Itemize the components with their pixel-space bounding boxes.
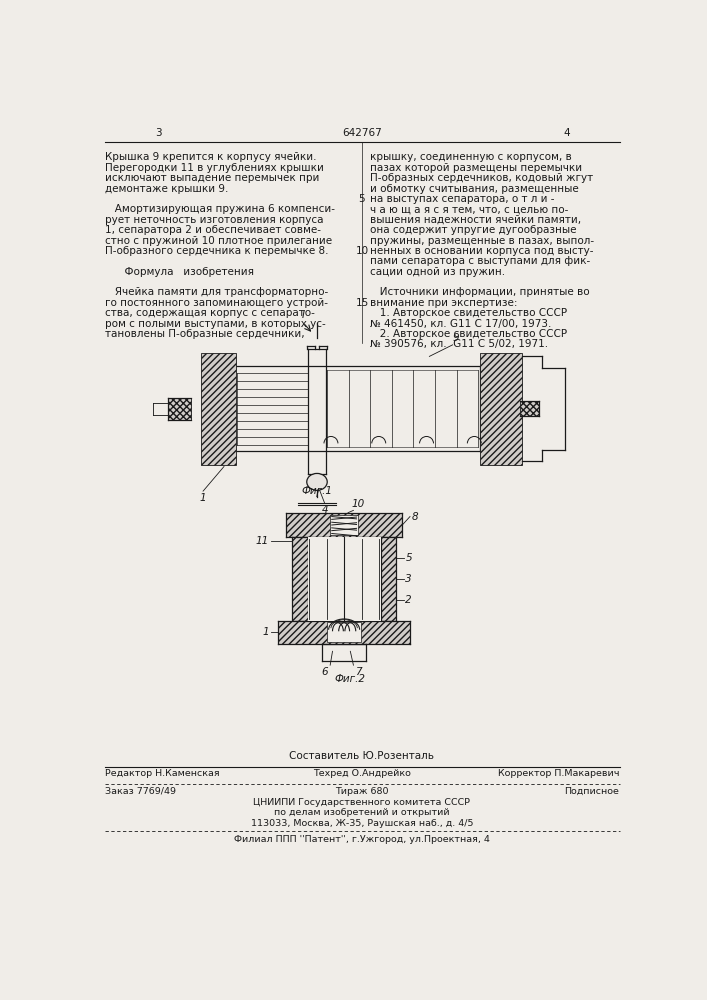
Text: I: I bbox=[315, 489, 318, 499]
Bar bbox=[286, 513, 402, 537]
Text: пружины, размещенные в пазах, выпол-: пружины, размещенные в пазах, выпол- bbox=[370, 235, 594, 245]
Text: № 390576, кл.  G11 C 5/02, 1971.: № 390576, кл. G11 C 5/02, 1971. bbox=[370, 339, 548, 349]
Text: рует неточность изготовления корпуса: рует неточность изготовления корпуса bbox=[105, 215, 324, 225]
Bar bbox=[327, 622, 361, 642]
Text: Тираж 680: Тираж 680 bbox=[335, 787, 389, 796]
Text: 1. Авторское свидетельство СССР: 1. Авторское свидетельство СССР bbox=[370, 308, 567, 318]
Text: 15: 15 bbox=[356, 298, 368, 308]
Text: внимание при экспертизе:: внимание при экспертизе: bbox=[370, 298, 518, 308]
Text: Техред О.Андрейко: Техред О.Андрейко bbox=[313, 769, 411, 778]
Text: 1: 1 bbox=[262, 627, 269, 637]
Text: Ячейка памяти для трансформаторно-: Ячейка памяти для трансформаторно- bbox=[105, 287, 329, 297]
Text: тановлены П-образные сердечники,: тановлены П-образные сердечники, bbox=[105, 329, 305, 339]
Text: 3: 3 bbox=[155, 128, 161, 138]
Text: 5: 5 bbox=[358, 194, 366, 204]
Text: Амортизирующая пружина 6 компенси-: Амортизирующая пружина 6 компенси- bbox=[105, 204, 335, 214]
Text: 1, сепаратора 2 и обеспечивает совме-: 1, сепаратора 2 и обеспечивает совме- bbox=[105, 225, 322, 235]
Bar bbox=[168, 398, 192, 420]
Text: 642767: 642767 bbox=[342, 128, 382, 138]
Text: ненных в основании корпуса под высту-: ненных в основании корпуса под высту- bbox=[370, 246, 593, 256]
Text: 2. Авторское свидетельство СССР: 2. Авторское свидетельство СССР bbox=[370, 329, 567, 339]
Text: П-образных сердечников, кодовый жгут: П-образных сердечников, кодовый жгут bbox=[370, 173, 593, 183]
Text: ром с полыми выступами, в которых ус-: ром с полыми выступами, в которых ус- bbox=[105, 319, 326, 329]
Text: I: I bbox=[302, 310, 305, 320]
Text: ч а ю щ а я с я тем, что, с целью по-: ч а ю щ а я с я тем, что, с целью по- bbox=[370, 204, 568, 214]
Bar bbox=[292, 537, 308, 620]
Text: 7: 7 bbox=[355, 667, 361, 677]
Text: стно с пружиной 10 плотное прилегание: стно с пружиной 10 плотное прилегание bbox=[105, 235, 332, 245]
Text: Формула   изобретения: Формула изобретения bbox=[105, 267, 255, 277]
Text: П-образного сердечника к перемычке 8.: П-образного сердечника к перемычке 8. bbox=[105, 246, 329, 256]
Text: Источники информации, принятые во: Источники информации, принятые во bbox=[370, 287, 590, 297]
Text: 4: 4 bbox=[322, 505, 328, 515]
Text: по делам изобретений и открытий: по делам изобретений и открытий bbox=[274, 808, 450, 817]
Bar bbox=[330, 515, 358, 535]
Text: 5: 5 bbox=[405, 553, 412, 563]
Text: сации одной из пружин.: сации одной из пружин. bbox=[370, 267, 505, 277]
Text: Составитель Ю.Розенталь: Составитель Ю.Розенталь bbox=[289, 751, 434, 761]
Text: го постоянного запоминающего устрой-: го постоянного запоминающего устрой- bbox=[105, 298, 329, 308]
Text: 3: 3 bbox=[405, 574, 412, 584]
Text: крышку, соединенную с корпусом, в: крышку, соединенную с корпусом, в bbox=[370, 152, 571, 162]
Text: Крышка 9 крепится к корпусу ячейки.: Крышка 9 крепится к корпусу ячейки. bbox=[105, 152, 317, 162]
Text: 10: 10 bbox=[356, 246, 368, 256]
Ellipse shape bbox=[307, 473, 327, 490]
Text: на выступах сепаратора, о т л и -: на выступах сепаратора, о т л и - bbox=[370, 194, 554, 204]
Text: 2: 2 bbox=[405, 595, 412, 605]
Text: Филиал ППП ''Патент'', г.Ужгород, ул.Проектная, 4: Филиал ППП ''Патент'', г.Ужгород, ул.Про… bbox=[234, 835, 490, 844]
Bar bbox=[520, 401, 539, 416]
Text: Фиг.1: Фиг.1 bbox=[301, 486, 332, 496]
Text: Перегородки 11 в углублениях крышки: Перегородки 11 в углублениях крышки bbox=[105, 163, 325, 173]
Text: 1: 1 bbox=[200, 493, 206, 503]
Bar bbox=[279, 620, 410, 644]
Text: № 461450, кл. G11 C 17/00, 1973.: № 461450, кл. G11 C 17/00, 1973. bbox=[370, 319, 551, 329]
Text: 113033, Москва, Ж-35, Раушская наб., д. 4/5: 113033, Москва, Ж-35, Раушская наб., д. … bbox=[251, 819, 473, 828]
Bar bbox=[308, 537, 380, 620]
Text: 4: 4 bbox=[563, 128, 570, 138]
Text: Заказ 7769/49: Заказ 7769/49 bbox=[105, 787, 177, 796]
Text: Фиг.2: Фиг.2 bbox=[335, 674, 366, 684]
Text: вышения надежности ячейки памяти,: вышения надежности ячейки памяти, bbox=[370, 215, 581, 225]
Text: 8: 8 bbox=[411, 512, 418, 522]
Bar bbox=[201, 353, 235, 465]
Text: 6: 6 bbox=[322, 667, 328, 677]
Bar bbox=[480, 353, 522, 465]
Text: и обмотку считывания, размещенные: и обмотку считывания, размещенные bbox=[370, 184, 578, 194]
Text: пами сепаратора с выступами для фик-: пами сепаратора с выступами для фик- bbox=[370, 256, 590, 266]
Text: она содержит упругие дугообразные: она содержит упругие дугообразные bbox=[370, 225, 576, 235]
Text: пазах которой размещены перемычки: пазах которой размещены перемычки bbox=[370, 163, 582, 173]
Text: исключают выпадение перемычек при: исключают выпадение перемычек при bbox=[105, 173, 320, 183]
Text: Подписное: Подписное bbox=[564, 787, 619, 796]
Text: ЦНИИПИ Государственного комитета СССР: ЦНИИПИ Государственного комитета СССР bbox=[253, 798, 470, 807]
Text: Редактор Н.Каменская: Редактор Н.Каменская bbox=[105, 769, 220, 778]
Text: демонтаже крышки 9.: демонтаже крышки 9. bbox=[105, 184, 229, 194]
Text: 11: 11 bbox=[256, 536, 269, 546]
Text: 9: 9 bbox=[452, 333, 460, 343]
Text: ства, содержащая корпус с сепарато-: ства, содержащая корпус с сепарато- bbox=[105, 308, 315, 318]
Bar bbox=[380, 537, 396, 620]
Text: 10: 10 bbox=[352, 499, 365, 509]
Text: Корректор П.Макаревич: Корректор П.Макаревич bbox=[498, 769, 619, 778]
